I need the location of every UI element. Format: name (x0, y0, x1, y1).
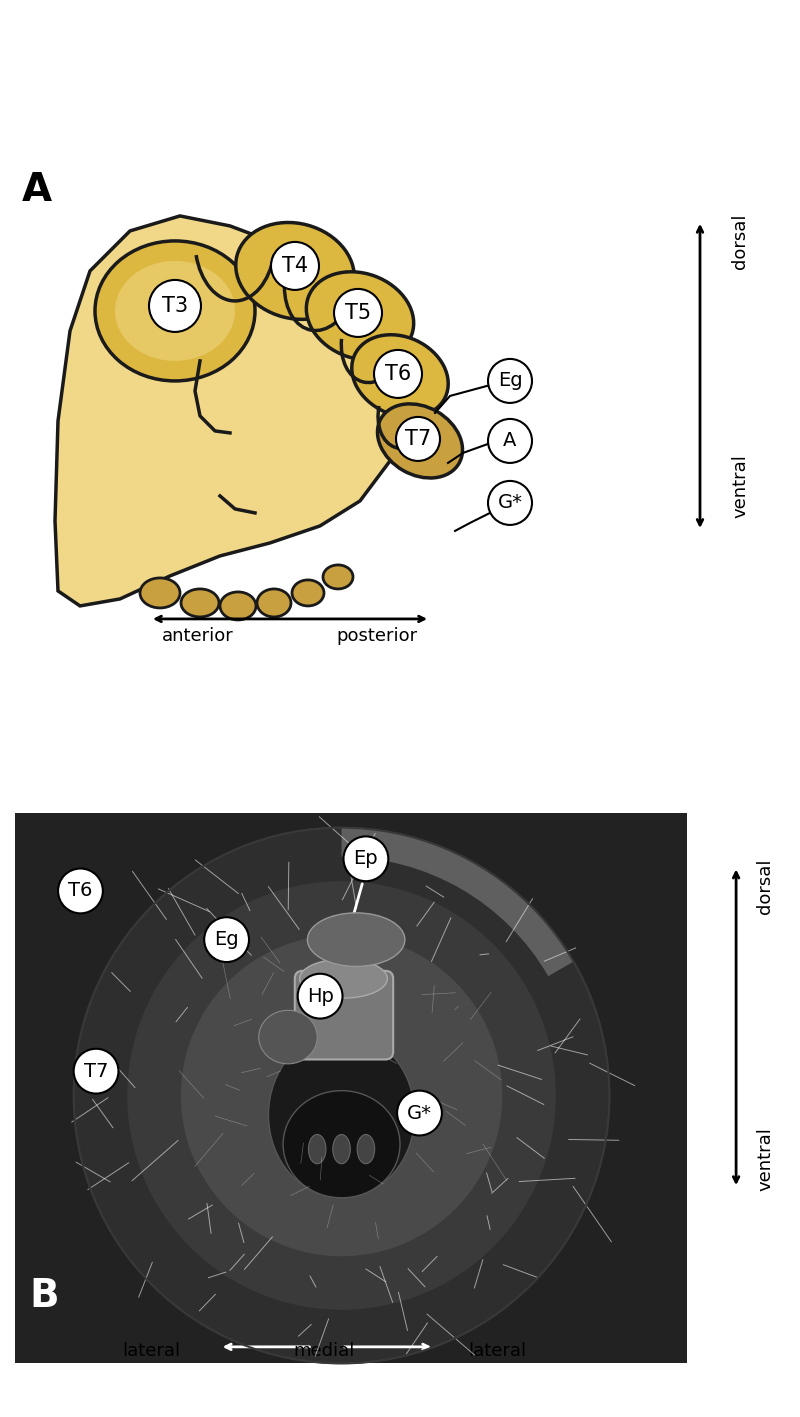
Text: A: A (503, 431, 517, 451)
Ellipse shape (115, 261, 235, 361)
Ellipse shape (220, 592, 256, 619)
Circle shape (298, 973, 342, 1019)
Circle shape (374, 350, 422, 398)
Text: Eg: Eg (214, 930, 239, 949)
Ellipse shape (140, 578, 180, 608)
Text: T7: T7 (405, 429, 431, 449)
Ellipse shape (309, 1135, 326, 1163)
Text: Ep: Ep (354, 849, 378, 869)
Ellipse shape (306, 272, 414, 360)
Ellipse shape (257, 589, 291, 616)
Circle shape (397, 1091, 442, 1135)
Ellipse shape (333, 1135, 350, 1163)
Ellipse shape (258, 1010, 317, 1064)
Ellipse shape (181, 589, 219, 616)
Text: posterior: posterior (337, 626, 418, 645)
Wedge shape (342, 828, 574, 976)
Ellipse shape (323, 565, 353, 589)
Circle shape (488, 359, 532, 402)
Polygon shape (55, 215, 400, 606)
Text: T5: T5 (345, 303, 371, 323)
Text: ventral: ventral (731, 453, 749, 517)
Circle shape (127, 881, 556, 1309)
Ellipse shape (352, 334, 448, 417)
Ellipse shape (236, 222, 354, 319)
Ellipse shape (269, 1032, 414, 1197)
Text: anterior: anterior (162, 626, 234, 645)
Circle shape (181, 935, 502, 1257)
Ellipse shape (307, 913, 405, 966)
Text: lateral: lateral (468, 1342, 526, 1360)
Text: B: B (30, 1277, 59, 1315)
Circle shape (204, 917, 249, 962)
Text: G*: G* (407, 1104, 432, 1122)
Circle shape (343, 836, 388, 881)
Circle shape (58, 869, 103, 914)
Text: dorsal: dorsal (731, 213, 749, 269)
Ellipse shape (357, 1135, 374, 1163)
Circle shape (149, 281, 201, 332)
Circle shape (396, 417, 440, 461)
Ellipse shape (283, 1091, 400, 1197)
Ellipse shape (378, 404, 462, 478)
Ellipse shape (300, 959, 387, 998)
Bar (15, 813, 687, 1363)
Text: T4: T4 (282, 256, 308, 276)
Text: G*: G* (498, 493, 522, 513)
Text: lateral: lateral (122, 1342, 181, 1360)
Text: Hp: Hp (306, 986, 334, 1006)
Circle shape (74, 828, 610, 1363)
Text: T6: T6 (385, 364, 411, 384)
Ellipse shape (292, 580, 324, 606)
Text: Eg: Eg (498, 371, 522, 391)
Text: A: A (22, 171, 52, 208)
Text: medial: medial (294, 1342, 354, 1360)
Circle shape (74, 1049, 118, 1094)
Ellipse shape (95, 241, 255, 381)
Text: dorsal: dorsal (756, 859, 774, 914)
Text: ventral: ventral (756, 1127, 774, 1190)
Text: T7: T7 (84, 1061, 108, 1081)
Text: T6: T6 (68, 881, 93, 900)
Circle shape (271, 242, 319, 290)
Text: T3: T3 (162, 296, 188, 316)
Circle shape (334, 289, 382, 337)
Circle shape (488, 419, 532, 463)
Circle shape (488, 480, 532, 524)
FancyBboxPatch shape (294, 971, 393, 1060)
